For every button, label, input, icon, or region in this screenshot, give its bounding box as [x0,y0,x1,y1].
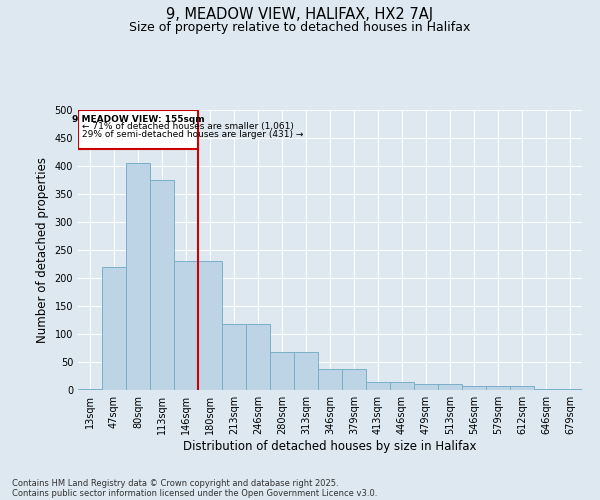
Text: 29% of semi-detached houses are larger (431) →: 29% of semi-detached houses are larger (… [82,130,303,138]
Bar [438,384,462,390]
Bar [270,352,294,390]
Bar [150,180,174,390]
Bar [222,324,246,390]
Bar [294,352,318,390]
Bar [342,370,366,390]
Bar [246,324,270,390]
Bar [78,389,102,390]
Bar [486,386,510,390]
Text: ← 71% of detached houses are smaller (1,061): ← 71% of detached houses are smaller (1,… [82,122,293,132]
Bar [102,267,126,390]
Bar [318,370,342,390]
Text: 9 MEADOW VIEW: 155sqm: 9 MEADOW VIEW: 155sqm [71,115,205,124]
Text: Contains HM Land Registry data © Crown copyright and database right 2025.: Contains HM Land Registry data © Crown c… [12,478,338,488]
Bar [558,389,582,390]
Bar [462,386,486,390]
Text: 9, MEADOW VIEW, HALIFAX, HX2 7AJ: 9, MEADOW VIEW, HALIFAX, HX2 7AJ [166,8,434,22]
X-axis label: Distribution of detached houses by size in Halifax: Distribution of detached houses by size … [183,440,477,453]
Bar [390,382,414,390]
Text: Size of property relative to detached houses in Halifax: Size of property relative to detached ho… [130,21,470,34]
Y-axis label: Number of detached properties: Number of detached properties [36,157,49,343]
Bar [198,261,222,390]
Bar [366,382,390,390]
Bar [510,386,534,390]
Bar [534,389,558,390]
Bar [414,384,438,390]
Bar [174,261,198,390]
Bar [78,110,198,149]
Text: Contains public sector information licensed under the Open Government Licence v3: Contains public sector information licen… [12,488,377,498]
Bar [126,163,150,390]
